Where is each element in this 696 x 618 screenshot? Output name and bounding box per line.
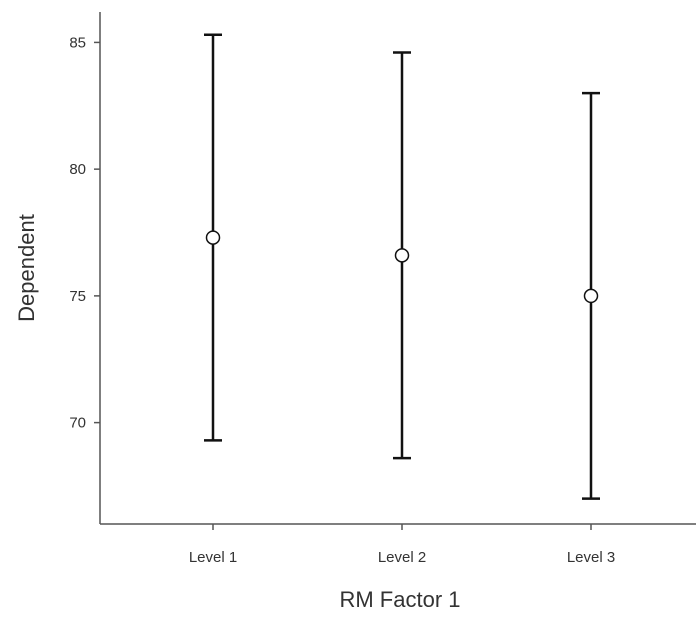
y-ticks: 70 75 80 85 [69, 34, 100, 432]
data-point [583, 288, 599, 304]
y-tick-label: 80 [69, 161, 86, 178]
x-ticks: Level 1 Level 2 Level 3 [189, 524, 615, 566]
error-bar [582, 91, 600, 500]
y-tick-label: 85 [69, 34, 86, 51]
y-axis-title: Dependent [14, 214, 39, 322]
y-tick-label: 75 [69, 288, 86, 305]
x-tick-label: Level 2 [378, 549, 426, 566]
y-tick-label: 70 [69, 415, 86, 432]
x-axis-title: RM Factor 1 [339, 587, 460, 612]
x-tick-label: Level 1 [189, 549, 237, 566]
axes: 70 75 80 85 Level 1 Level 2 Level 3 [69, 12, 696, 566]
x-tick-label: Level 3 [567, 549, 615, 566]
data-point [394, 248, 410, 263]
plot-area [204, 33, 600, 500]
data-point [205, 230, 221, 245]
error-bar [393, 51, 411, 460]
error-bar [204, 33, 222, 442]
